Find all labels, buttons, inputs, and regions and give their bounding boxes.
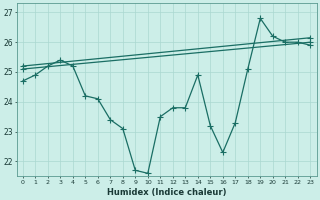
X-axis label: Humidex (Indice chaleur): Humidex (Indice chaleur) [107,188,226,197]
